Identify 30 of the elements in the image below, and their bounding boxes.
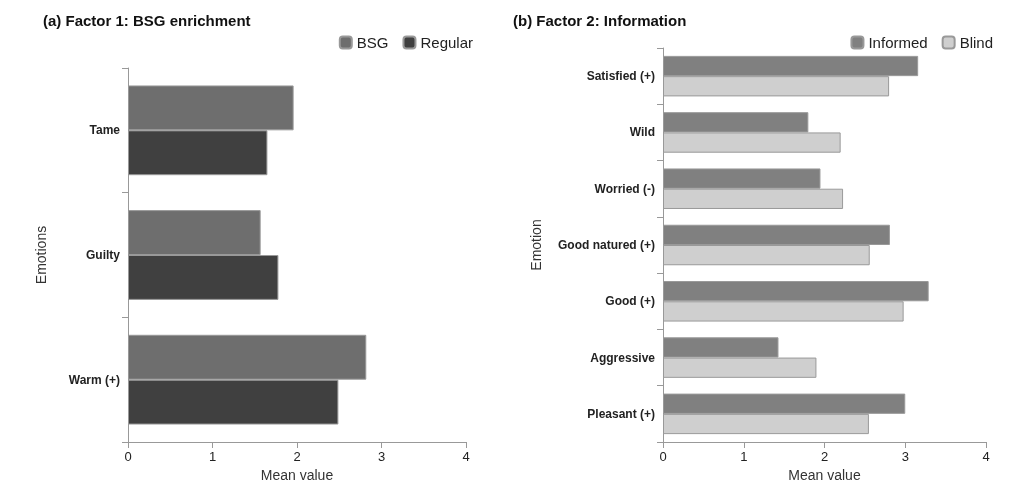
- x-axis-title: Mean value: [260, 467, 334, 483]
- y-tick-label: Tame: [89, 123, 121, 138]
- x-tick-label: 2: [293, 449, 301, 464]
- legend-label: BSG: [356, 34, 389, 51]
- x-tick-label: 1: [208, 449, 217, 464]
- y-tick-label: Worried (-): [594, 181, 655, 196]
- y-tick-label: Satisfied (+): [586, 69, 655, 84]
- y-tick-label: Pleasant (+): [587, 406, 655, 421]
- legend-label: Informed: [868, 34, 928, 51]
- x-tick-label: 0: [659, 449, 667, 464]
- y-axis-title: Emotions: [33, 225, 49, 285]
- x-tick-label: 4: [462, 449, 470, 464]
- x-tick-label: 3: [377, 449, 386, 464]
- chart-title: (b) Factor 2: Information: [513, 12, 687, 29]
- y-tick-label: Aggressive: [590, 350, 656, 365]
- y-tick-label: Good (+): [605, 294, 655, 309]
- x-tick-label: 1: [740, 449, 748, 464]
- y-tick-label: Good natured (+): [558, 238, 655, 252]
- x-axis-title: Mean value: [788, 467, 861, 483]
- x-tick-label: 4: [982, 449, 990, 464]
- x-tick-label: 3: [901, 449, 909, 464]
- y-tick-label: Wild: [629, 125, 655, 140]
- y-tick-label: Guilty: [85, 248, 121, 262]
- x-tick-label: 2: [820, 449, 829, 464]
- chart-title: (a) Factor 1: BSG enrichment: [43, 12, 251, 29]
- legend-label: Blind: [959, 34, 993, 51]
- y-axis-title: Emotion: [528, 219, 544, 271]
- legend-label: Regular: [420, 34, 473, 51]
- x-tick-label: 0: [124, 449, 132, 464]
- y-tick-label: Warm (+): [68, 372, 120, 387]
